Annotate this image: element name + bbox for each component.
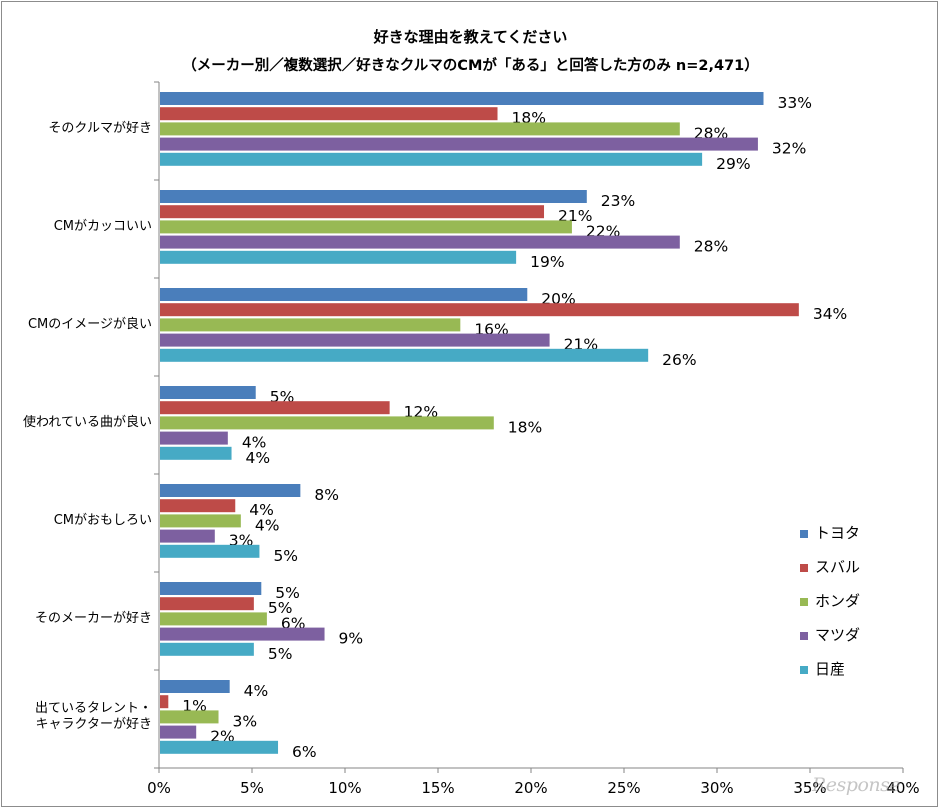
bar-4-2 [160, 348, 649, 362]
bar-2-2 [160, 318, 461, 332]
x-tick-label: 30% [700, 779, 733, 797]
legend-item: スバル [800, 556, 860, 576]
watermark-logo: Response [812, 774, 901, 796]
data-label: 5% [273, 547, 298, 565]
legend-swatch [800, 665, 808, 674]
data-label: 5% [268, 645, 293, 663]
data-label: 4% [244, 682, 269, 700]
legend-swatch [800, 529, 808, 538]
legend-swatch [800, 631, 808, 640]
chart-title: 好きな理由を教えてください [373, 28, 568, 46]
legend-swatch [800, 597, 808, 606]
bar-3-3 [160, 431, 228, 445]
data-label: 4% [249, 501, 274, 519]
bar-2-4 [160, 514, 241, 528]
bar-4-1 [160, 250, 517, 264]
bar-0-1 [160, 190, 587, 203]
x-tick-label: 20% [514, 779, 547, 797]
bar-0-0 [160, 92, 764, 105]
data-label: 5% [275, 584, 300, 602]
x-tick-label: 5% [240, 779, 264, 797]
data-label: 5% [268, 599, 293, 617]
legend-item: トヨタ [800, 522, 860, 542]
data-label: 28% [694, 238, 728, 256]
bar-0-4 [160, 484, 301, 497]
data-label: 3% [233, 712, 258, 730]
bar-4-6 [160, 740, 279, 754]
data-label: 34% [813, 305, 847, 323]
legend-label: 日産 [815, 660, 846, 678]
data-label: 18% [508, 418, 542, 436]
legend-label: トヨタ [815, 524, 861, 542]
bar-3-2 [160, 333, 550, 347]
bar-2-0 [160, 122, 680, 136]
category-label: CMのイメージが良い [27, 317, 152, 332]
x-tick-label: 40% [886, 779, 919, 797]
data-label: 33% [778, 94, 812, 112]
bar-0-6 [160, 680, 230, 693]
chart-subtitle: （メーカー別／複数選択／好きなクルマのCMが「ある」と回答した方のみ n=2,4… [182, 58, 759, 74]
data-label: 4% [255, 516, 280, 534]
bar-1-3 [160, 401, 390, 415]
legend-item: 日産 [800, 658, 845, 678]
legend-label: スバル [815, 558, 861, 576]
bar-4-5 [160, 642, 254, 656]
bar-1-2 [160, 303, 799, 317]
x-tick-label: 35% [793, 779, 826, 797]
legend-item: ホンダ [800, 590, 860, 610]
bar-1-4 [160, 499, 236, 513]
legend-swatch [800, 563, 808, 572]
category-label: 使われている曲が良い [23, 415, 152, 430]
data-label: 32% [772, 140, 806, 158]
bar-2-5 [160, 612, 267, 626]
bar-3-4 [160, 529, 215, 543]
legend-label: ホンダ [815, 592, 861, 610]
data-label: 29% [716, 155, 750, 173]
legend-label: マツダ [815, 626, 861, 644]
bar-1-5 [160, 597, 254, 611]
bar-1-6 [160, 695, 169, 709]
category-label: そのクルマが好き [48, 121, 152, 136]
data-label: 4% [246, 449, 271, 467]
category-label: 出ているタレント・ キャラクターが好き [34, 701, 152, 732]
bar-4-0 [160, 152, 703, 166]
data-label: 9% [339, 630, 364, 648]
category-label: CMがおもしろい [53, 513, 152, 528]
bar-2-3 [160, 416, 494, 430]
x-tick-label: 0% [147, 779, 171, 797]
data-label: 23% [601, 192, 635, 210]
bar-2-1 [160, 220, 572, 234]
bar-0-3 [160, 386, 256, 399]
bar-3-0 [160, 137, 758, 151]
x-tick-label: 25% [607, 779, 640, 797]
bar-1-1 [160, 205, 545, 219]
bar-1-0 [160, 107, 498, 121]
bar-0-2 [160, 288, 528, 301]
data-label: 26% [662, 351, 696, 369]
bar-2-6 [160, 710, 219, 724]
data-label: 19% [530, 253, 564, 271]
bar-3-6 [160, 725, 197, 739]
category-label: そのメーカーが好き [34, 611, 152, 626]
bar-3-5 [160, 627, 325, 641]
data-label: 4% [242, 434, 267, 452]
bar-0-5 [160, 582, 262, 595]
data-label: 6% [292, 743, 317, 761]
bar-3-1 [160, 235, 680, 249]
x-tick-label: 10% [328, 779, 361, 797]
x-tick-label: 15% [421, 779, 454, 797]
data-label: 8% [314, 486, 339, 504]
bar-4-4 [160, 544, 260, 558]
legend-item: マツダ [800, 624, 860, 644]
category-label: CMがカッコいい [53, 219, 152, 234]
bar-4-3 [160, 446, 232, 460]
